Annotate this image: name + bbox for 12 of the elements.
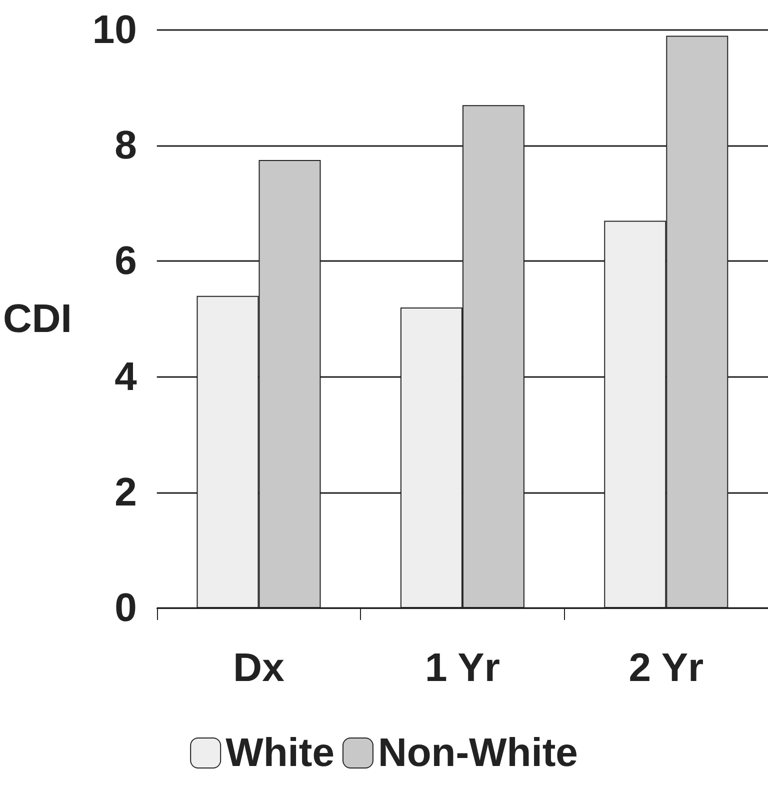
- y-tick-label: 10: [92, 8, 137, 52]
- y-tick-label: 8: [114, 124, 137, 168]
- y-tick-label: 0: [114, 586, 137, 630]
- y-tick-label: 4: [114, 354, 138, 399]
- legend-label: White: [226, 731, 334, 775]
- x-tick-label: Dx: [233, 646, 284, 690]
- x-tick-label: 1 Yr: [425, 646, 500, 690]
- legend-label: Non-White: [378, 731, 578, 775]
- y-axis-title: CDI: [2, 297, 72, 341]
- y-tick-label: 2: [114, 470, 137, 514]
- y-tick-label: 6: [114, 239, 137, 284]
- x-tick-label: 2 Yr: [628, 646, 704, 690]
